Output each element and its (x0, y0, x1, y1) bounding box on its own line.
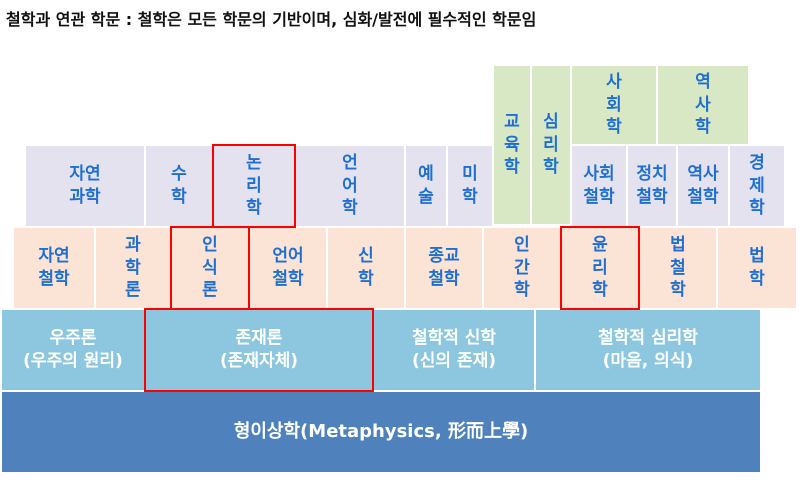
page-title: 철학과 연관 학문 : 철학은 모든 학문의 기반이며, 심화/발전에 필수적인… (6, 10, 537, 29)
box-philosophy-of-history: 역사 철학 (678, 146, 728, 226)
box-logic: 논 리 학 (214, 146, 294, 226)
box-cosmology: 우주론 (우주의 원리) (2, 310, 144, 390)
box-philosophy-of-science: 과 학 론 (96, 228, 170, 308)
box-theology: 신 학 (328, 228, 404, 308)
box-mathematics: 수 학 (146, 146, 212, 226)
highlight-logic (212, 144, 296, 228)
box-political-philosophy: 정치 철학 (628, 146, 676, 226)
highlight-ontology (144, 308, 374, 392)
highlight-epistemology (170, 226, 250, 310)
box-philosophical-psychology: 철학적 심리학 (마음, 의식) (536, 310, 760, 390)
box-sociology: 사 회 학 (572, 66, 656, 144)
box-philosophy-of-religion: 종교 철학 (406, 228, 482, 308)
box-art: 예 술 (406, 146, 446, 226)
highlight-ethics (560, 226, 640, 310)
box-philosophy-of-language: 언어 철학 (250, 228, 326, 308)
box-natural-philosophy: 자연 철학 (14, 228, 94, 308)
box-philosophy-of-law: 법 철 학 (640, 228, 716, 308)
box-metaphysics: 형이상학(Metaphysics, 形而上學) (2, 392, 760, 472)
box-anthropology: 인 간 학 (484, 228, 560, 308)
box-law: 법 학 (718, 228, 796, 308)
box-history: 역 사 학 (658, 66, 748, 144)
box-epistemology: 인 식 론 (172, 228, 248, 308)
box-linguistics: 언 어 학 (296, 146, 404, 226)
box-ethics: 윤 리 학 (562, 228, 638, 308)
box-psychology: 심 리 학 (532, 66, 570, 224)
box-education: 교 육 학 (494, 66, 530, 224)
box-ontology: 존재론 (존재자체) (146, 310, 372, 390)
box-aesthetics: 미 학 (448, 146, 492, 226)
box-economics: 경 제 학 (730, 146, 784, 226)
box-natural-science: 자연 과학 (26, 146, 144, 226)
box-philosophical-theology: 철학적 신학 (신의 존재) (374, 310, 534, 390)
box-social-philosophy: 사회 철학 (572, 146, 626, 226)
